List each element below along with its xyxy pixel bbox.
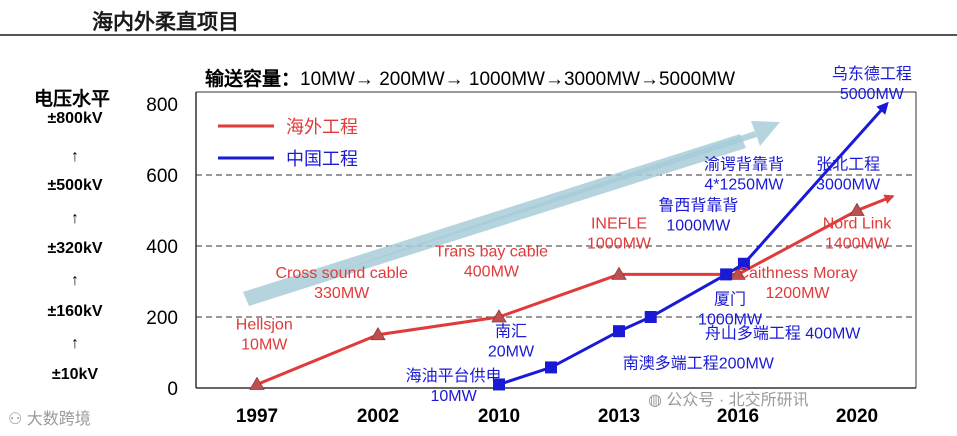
china-point-marker bbox=[720, 268, 733, 281]
annotation-label: 张北工程 bbox=[816, 156, 880, 174]
watermark-right-text: 公众号 · 北交所研讯 bbox=[666, 392, 809, 409]
annotation-label: 渝谔背靠背 bbox=[704, 156, 784, 174]
overseas-point-marker bbox=[730, 266, 746, 280]
y-tick-label: 400 bbox=[146, 237, 178, 258]
overseas-point-marker bbox=[249, 376, 265, 390]
x-tick-label: 1997 bbox=[236, 406, 278, 427]
annotation-label: 3000MW bbox=[816, 177, 881, 194]
voltage-level-320: ±320kV bbox=[47, 240, 103, 257]
annotation-label: 鲁西背靠背 bbox=[658, 197, 738, 215]
capacity-sequence: 10MW→ 200MW→ 1000MW→3000MW→5000MW bbox=[300, 69, 736, 90]
annotation-label: 10MW bbox=[431, 388, 478, 405]
capacity-label: 输送容量：10MW→ 200MW→ 1000MW→3000MW→5000MW bbox=[205, 64, 735, 91]
y-tick-label: 800 bbox=[146, 95, 178, 116]
y-tick-label: 200 bbox=[146, 308, 178, 329]
y-tick-label: 600 bbox=[146, 166, 178, 187]
overseas-point-marker bbox=[849, 202, 865, 216]
annotation-label: 南汇 bbox=[495, 323, 527, 341]
annotation-label: 10MW bbox=[241, 336, 288, 353]
x-tick-label: 2010 bbox=[478, 406, 520, 427]
voltage-up-arrow: ↑ bbox=[71, 335, 79, 352]
overseas-point-marker bbox=[370, 326, 386, 341]
x-tick-label: 2016 bbox=[717, 406, 759, 427]
watermark-left: ⚇ 大数跨境 bbox=[8, 405, 91, 429]
china-point-marker bbox=[613, 325, 625, 338]
voltage-level-800: ±800kV bbox=[47, 110, 103, 127]
legend-label-china: 中国工程 bbox=[286, 149, 358, 169]
x-tick-label: 2020 bbox=[836, 406, 878, 427]
annotation-label: 1000MW bbox=[587, 235, 652, 252]
voltage-up-arrow: ↑ bbox=[71, 148, 79, 165]
watermark-right: ◍ 公众号 · 北交所研讯 bbox=[648, 386, 809, 410]
annotation-label: 5000MW bbox=[840, 86, 905, 103]
watermark-left-text: 大数跨境 bbox=[26, 411, 91, 428]
y-tick-label: 0 bbox=[167, 379, 178, 400]
annotation-label: 1400MW bbox=[825, 235, 890, 252]
annotation-label: INEFLE bbox=[591, 215, 647, 232]
annotation-label: 4*1250MW bbox=[704, 177, 784, 194]
overseas-point-marker bbox=[491, 309, 507, 323]
china-point-marker bbox=[737, 257, 750, 270]
annotation-label: Trans bay cable bbox=[435, 244, 548, 261]
annotation-label: 海油平台供电 bbox=[406, 367, 502, 385]
annotation-label: 330MW bbox=[314, 285, 370, 302]
china-point-marker bbox=[545, 361, 557, 374]
voltage-level-500: ±500kV bbox=[47, 177, 103, 194]
x-tick-label: 2013 bbox=[598, 406, 640, 427]
overseas-point-marker bbox=[611, 266, 627, 280]
annotation-label: Nord Link bbox=[823, 215, 892, 232]
annotation-label: Caithness Moray bbox=[737, 265, 857, 282]
wechat-icon: ◍ bbox=[648, 392, 667, 409]
annotation-label: 1200MW bbox=[765, 285, 830, 302]
watermark-logo-icon: ⚇ bbox=[8, 411, 27, 428]
voltage-up-arrow: ↑ bbox=[71, 272, 79, 289]
voltage-level-160: ±160kV bbox=[47, 303, 103, 320]
annotation-label: 厦门 bbox=[714, 291, 746, 309]
page-title: 海内外柔直项目 bbox=[92, 10, 239, 34]
china-point-marker bbox=[493, 378, 505, 391]
annotation-label: 乌东德工程 bbox=[832, 65, 912, 83]
capacity-label-prefix: 输送容量： bbox=[205, 68, 301, 90]
trend-arrow-body bbox=[243, 134, 746, 306]
x-tick-label: 2002 bbox=[357, 406, 399, 427]
annotation-label: 20MW bbox=[488, 344, 535, 361]
legend-label-overseas: 海外工程 bbox=[286, 117, 358, 137]
china-point-marker bbox=[644, 311, 657, 323]
voltage-title: 电压水平 bbox=[34, 88, 111, 110]
annotation-label: 舟山多端工程 400MW bbox=[705, 324, 861, 342]
annotation-label: 1000MW bbox=[666, 218, 731, 235]
voltage-level-10: ±10kV bbox=[51, 366, 99, 383]
annotation-label: 400MW bbox=[464, 264, 520, 281]
annotation-label: Hellsjon bbox=[236, 316, 293, 333]
annotation-label: 南澳多端工程200MW bbox=[623, 354, 775, 372]
voltage-up-arrow: ↑ bbox=[71, 210, 79, 227]
title-divider bbox=[0, 34, 957, 36]
annotation-label: 1000MW bbox=[698, 312, 763, 329]
annotation-label: Cross sound cable bbox=[275, 265, 408, 282]
